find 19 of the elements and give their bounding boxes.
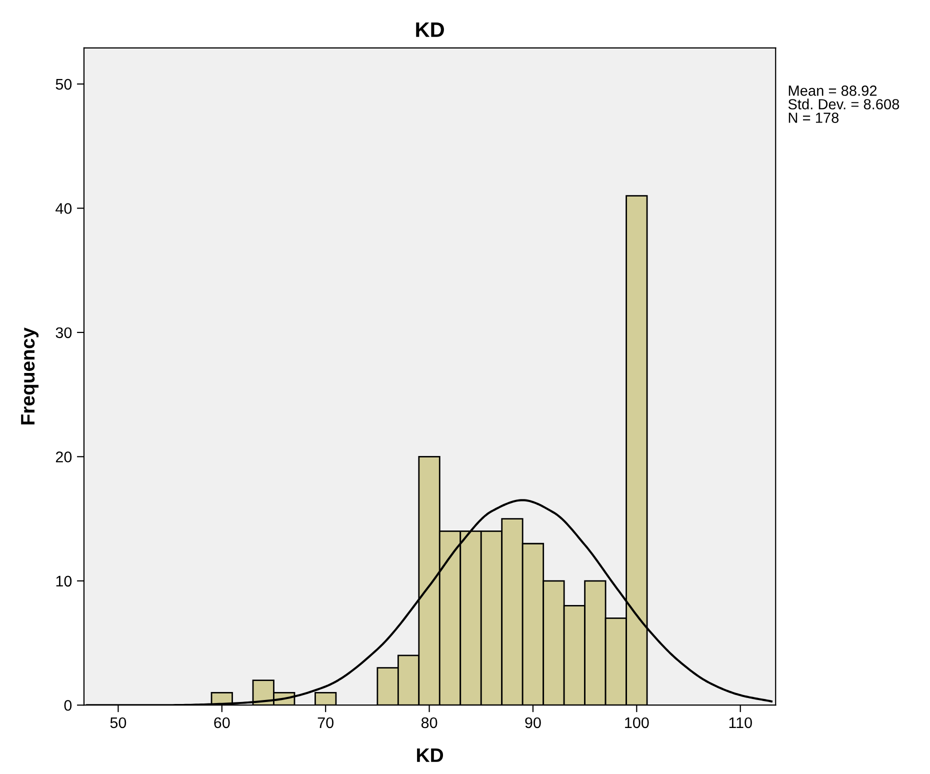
x-tick-label: 100 [625,717,649,728]
y-tick-label: 0 [64,700,72,711]
y-tick-label: 10 [56,576,72,587]
y-tick-label: 50 [56,78,72,90]
chart-title: KD [416,22,444,37]
y-tick-label: 40 [56,203,72,214]
x-tick-label: 50 [110,717,126,728]
x-tick-label: 70 [318,717,334,728]
x-tick-label: 60 [214,717,230,728]
y-tick-label: 20 [56,452,72,462]
y-tick-label: 30 [56,327,72,338]
x-tick-label: 80 [421,717,438,728]
y-axis-title: Frequency [21,327,39,424]
text: N = 178 [788,112,839,123]
x-axis-title: KD [417,748,444,762]
text: Std. Dev. = 8.608 [788,98,900,110]
x-tick-label: 90 [525,717,541,728]
text: Mean = 88.92 [788,86,877,96]
x-tick-label: 110 [729,717,752,728]
